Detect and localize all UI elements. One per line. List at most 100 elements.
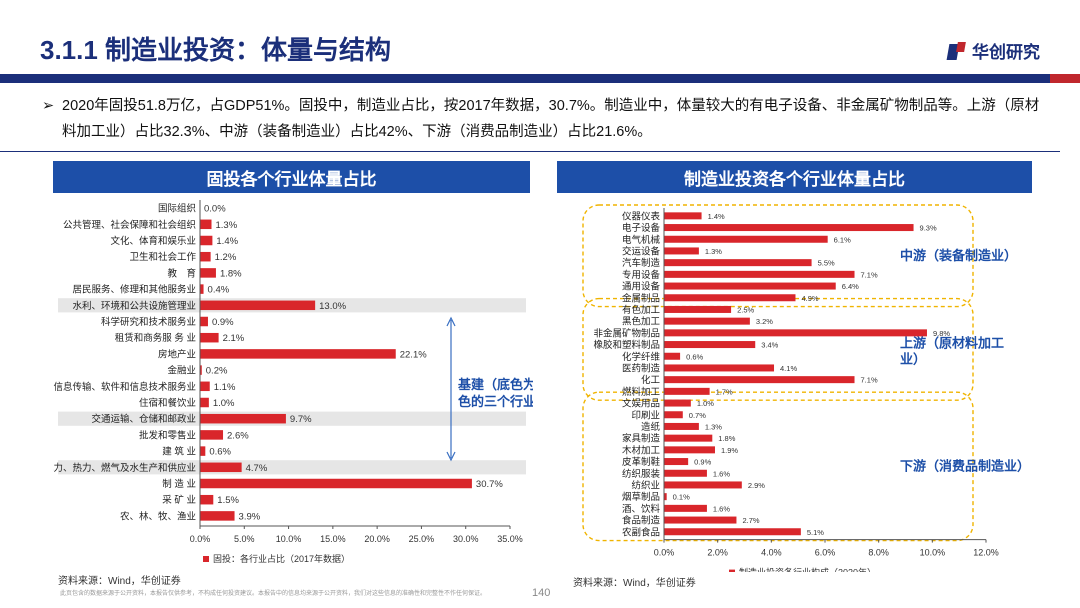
category-label: 家具制造 xyxy=(622,433,661,445)
bar xyxy=(200,478,472,489)
category-label: 批发和零售业 xyxy=(139,429,196,441)
highlight-band xyxy=(58,460,526,475)
x-tick-label: 0.0% xyxy=(190,534,211,544)
category-label: 水利、环境和公共设施管理业 xyxy=(72,300,196,312)
page-title: 3.1.1 制造业投资：体量与结构 xyxy=(40,35,392,65)
bar xyxy=(200,462,242,473)
category-label: 金融业 xyxy=(167,365,196,377)
category-label: 农副食品 xyxy=(622,526,660,538)
x-tick-label: 10.0% xyxy=(920,548,946,558)
bar xyxy=(200,284,204,294)
data-label: 4.7% xyxy=(246,463,268,474)
legend-label: 制造业投资各行业构成（2020年） xyxy=(739,567,876,572)
data-label: 7.1% xyxy=(861,376,878,385)
data-label: 0.1% xyxy=(673,493,690,502)
bar xyxy=(664,469,707,477)
group-label: 上游（原材料加工业） xyxy=(900,335,1004,366)
bar xyxy=(664,516,737,524)
data-label: 1.6% xyxy=(713,504,730,513)
group-label: 下游（消费品制造业） xyxy=(900,458,1030,473)
x-tick-label: 25.0% xyxy=(409,534,435,544)
data-label: 5.1% xyxy=(807,528,824,537)
category-label: 通用设备 xyxy=(622,281,661,293)
bar xyxy=(200,397,209,408)
bar xyxy=(200,349,396,359)
data-label: 22.1% xyxy=(400,349,427,360)
category-label: 采 矿 业 xyxy=(162,494,196,506)
bar xyxy=(664,376,855,384)
category-label: 汽车制造 xyxy=(622,257,661,269)
x-tick-label: 2.0% xyxy=(707,548,728,558)
data-label: 1.3% xyxy=(705,422,722,431)
category-label: 公共管理、社会保障和社会组织 xyxy=(63,219,196,231)
summary-text: 2020年固投51.8万亿，占GDP51%。固投中，制造业占比，按2017年数据… xyxy=(62,98,1040,140)
category-label: 交通运输、仓储和邮政业 xyxy=(91,413,196,425)
category-label: 非金属矿物制品 xyxy=(593,327,660,339)
bar xyxy=(664,235,828,243)
data-label: 2.9% xyxy=(748,481,765,490)
x-tick-label: 30.0% xyxy=(453,534,479,544)
category-label: 建 筑 业 xyxy=(162,446,196,458)
category-label: 纺织服装 xyxy=(622,468,661,480)
bar xyxy=(664,212,702,220)
summary-bullet: ➢ 2020年固投51.8万亿，占GDP51%。固投中，制造业占比，按2017年… xyxy=(42,93,1047,145)
data-label: 4.1% xyxy=(780,364,797,373)
category-label: 文娱用品 xyxy=(622,398,660,410)
bar xyxy=(664,493,667,501)
data-label: 0.4% xyxy=(208,285,230,296)
bar xyxy=(664,434,713,442)
data-label: 6.4% xyxy=(842,282,859,291)
data-label: 3.4% xyxy=(761,341,778,350)
category-label: 医药制造 xyxy=(622,362,661,374)
right-source-note: 资料来源：Wind，华创证券 xyxy=(573,578,696,589)
category-label: 国际组织 xyxy=(158,203,196,215)
data-label: 2.1% xyxy=(223,333,245,344)
bar xyxy=(200,511,235,521)
bar xyxy=(664,259,812,267)
data-label: 1.6% xyxy=(713,469,730,478)
disclaimer: 此页包含的数据来源于公开资料，本报告仅供参考，不构成任何投资建议。本报告中的信息… xyxy=(60,591,487,597)
bar xyxy=(664,317,750,325)
data-label: 2.6% xyxy=(227,430,249,441)
legend-swatch xyxy=(203,556,209,562)
x-tick-label: 0.0% xyxy=(654,548,675,558)
category-label: 食品制造 xyxy=(622,515,661,527)
category-label: 酒、饮料 xyxy=(622,503,661,515)
category-label: 金属制品 xyxy=(622,292,660,304)
category-label: 租赁和商务服 务 业 xyxy=(115,332,196,344)
data-label: 0.7% xyxy=(689,411,706,420)
bar xyxy=(664,329,927,337)
separator-line xyxy=(0,151,1060,152)
bar xyxy=(664,282,836,290)
x-tick-label: 8.0% xyxy=(868,548,889,558)
category-label: 信息传输、软件和信息技术服务业 xyxy=(53,381,196,393)
bar xyxy=(664,446,715,454)
right-chart-title: 制造业投资各个行业体量占比 xyxy=(557,161,1032,193)
data-label: 0.9% xyxy=(212,317,234,328)
bar xyxy=(664,224,914,232)
x-tick-label: 15.0% xyxy=(320,534,346,544)
bar xyxy=(200,494,214,505)
data-label: 1.8% xyxy=(220,268,242,279)
category-label: 烟草制品 xyxy=(622,491,660,503)
category-label: 有色加工 xyxy=(622,304,661,316)
bar xyxy=(200,381,210,392)
group-bracket xyxy=(582,391,974,542)
data-label: 2.7% xyxy=(742,516,759,525)
data-label: 0.0% xyxy=(204,204,226,215)
category-label: 科学研究和技术服务业 xyxy=(101,316,196,328)
data-label: 5.5% xyxy=(818,259,835,268)
bar xyxy=(664,422,699,430)
data-label: 1.5% xyxy=(217,495,239,506)
brand-logo: 华创研究 xyxy=(946,38,1040,63)
category-label: 交运设备 xyxy=(622,245,661,257)
arrow-down-icon xyxy=(446,451,456,462)
x-tick-label: 20.0% xyxy=(364,534,390,544)
category-label: 仪器仪表 xyxy=(622,210,661,222)
bar xyxy=(664,504,707,512)
data-label: 3.2% xyxy=(756,317,773,326)
x-tick-label: 5.0% xyxy=(234,534,255,544)
infrastructure-annotation: 基建（底色为灰色的三个行业） xyxy=(457,377,533,409)
logo-text: 华创研究 xyxy=(972,43,1040,62)
group-bracket xyxy=(582,204,974,308)
